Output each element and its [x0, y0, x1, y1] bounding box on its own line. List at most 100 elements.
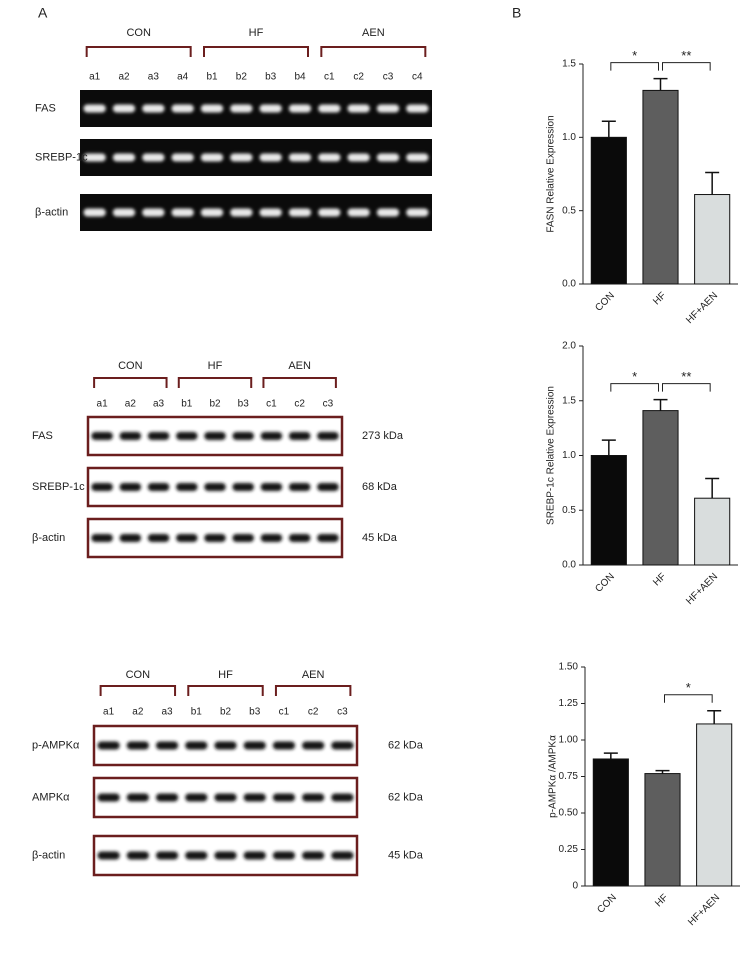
significance-label: ** — [681, 369, 691, 384]
band — [318, 104, 341, 113]
bar — [694, 497, 731, 566]
band — [259, 104, 282, 113]
band — [97, 793, 120, 802]
band — [317, 483, 339, 491]
band — [142, 104, 165, 113]
group-label: HF — [249, 27, 264, 39]
band — [230, 153, 253, 162]
band — [185, 793, 208, 802]
band — [272, 741, 296, 750]
error-bar — [653, 77, 668, 91]
row-label: SREBP-1c — [32, 481, 85, 493]
x-tick-label: HF — [651, 290, 668, 307]
band — [318, 153, 341, 162]
group-bracket — [93, 377, 168, 388]
size-label: 45 kDa — [388, 849, 424, 861]
band — [204, 534, 226, 542]
bar — [642, 89, 679, 285]
significance-bracket — [610, 383, 659, 392]
x-tick-label: CON — [595, 892, 619, 916]
group-bracket — [85, 46, 192, 57]
band — [112, 104, 136, 113]
band — [260, 483, 283, 491]
band — [142, 208, 165, 217]
size-label: 62 kDa — [388, 791, 424, 803]
lane-label: a1 — [89, 72, 101, 83]
band — [232, 432, 254, 440]
lane-label: a2 — [118, 72, 130, 83]
significance-bracket — [664, 694, 713, 703]
blot — [80, 194, 432, 231]
band — [272, 851, 296, 860]
y-tick-label: 0.0 — [562, 279, 576, 290]
band — [288, 432, 311, 440]
band — [288, 483, 311, 491]
row-label: β-actin — [32, 849, 65, 861]
band — [119, 483, 142, 491]
row-label: β-actin — [32, 532, 65, 544]
band — [406, 208, 429, 217]
band — [406, 153, 429, 162]
y-axis-label: p-AMPKα /AMPKα — [548, 735, 559, 818]
band — [83, 153, 106, 162]
significance-bracket — [662, 383, 711, 392]
error-bar — [705, 477, 720, 499]
band — [406, 104, 429, 113]
group-bracket — [187, 685, 264, 696]
lane-label: c3 — [323, 399, 334, 410]
group-label: AEN — [302, 669, 325, 681]
band — [147, 534, 170, 542]
row-label: β-actin — [35, 206, 68, 218]
bar — [642, 410, 679, 566]
y-tick-label: 1.5 — [562, 395, 576, 406]
band — [214, 741, 237, 750]
y-tick-label: 1.25 — [559, 698, 579, 709]
x-tick-label: HF — [651, 571, 668, 588]
band — [347, 104, 370, 113]
band — [318, 208, 341, 217]
y-tick-label: 1.0 — [562, 132, 576, 143]
x-tick-label: HF — [653, 892, 670, 909]
error-bar — [603, 752, 618, 759]
panel-label: A — [38, 5, 48, 21]
bar — [644, 773, 681, 887]
band — [126, 793, 149, 802]
group-label: AEN — [362, 27, 385, 39]
lane-label: b4 — [294, 72, 306, 83]
lane-label: a3 — [153, 399, 165, 410]
group-label: HF — [218, 669, 233, 681]
band — [288, 208, 312, 217]
y-axis-label: FASN Relative Expression — [546, 115, 557, 232]
bar — [590, 455, 627, 566]
lane-label: c1 — [266, 399, 277, 410]
lane-label: c2 — [353, 72, 364, 83]
band — [376, 104, 400, 113]
band — [200, 104, 224, 113]
band — [200, 153, 224, 162]
size-label: 62 kDa — [388, 739, 424, 751]
lane-label: c2 — [294, 399, 305, 410]
group-bracket — [99, 685, 177, 696]
group-bracket — [203, 46, 309, 57]
error-bar — [705, 171, 720, 195]
band — [171, 104, 194, 113]
band — [243, 851, 266, 860]
x-tick-label: HF+AEN — [686, 892, 722, 928]
group-label: AEN — [288, 360, 311, 372]
y-tick-label: 1.5 — [562, 59, 576, 70]
y-tick-label: 0 — [572, 881, 578, 892]
band — [112, 153, 136, 162]
significance-label: * — [632, 369, 637, 384]
error-bar — [655, 769, 670, 774]
y-axis-label: SREBP-1c Relative Expression — [546, 386, 557, 525]
band — [200, 208, 224, 217]
lane-label: b1 — [206, 72, 218, 83]
lane-label: b3 — [238, 399, 250, 410]
group-label: CON — [126, 27, 151, 39]
band — [230, 104, 253, 113]
band — [142, 153, 165, 162]
band — [91, 432, 113, 440]
band — [347, 153, 370, 162]
lane-label: b1 — [191, 707, 203, 718]
